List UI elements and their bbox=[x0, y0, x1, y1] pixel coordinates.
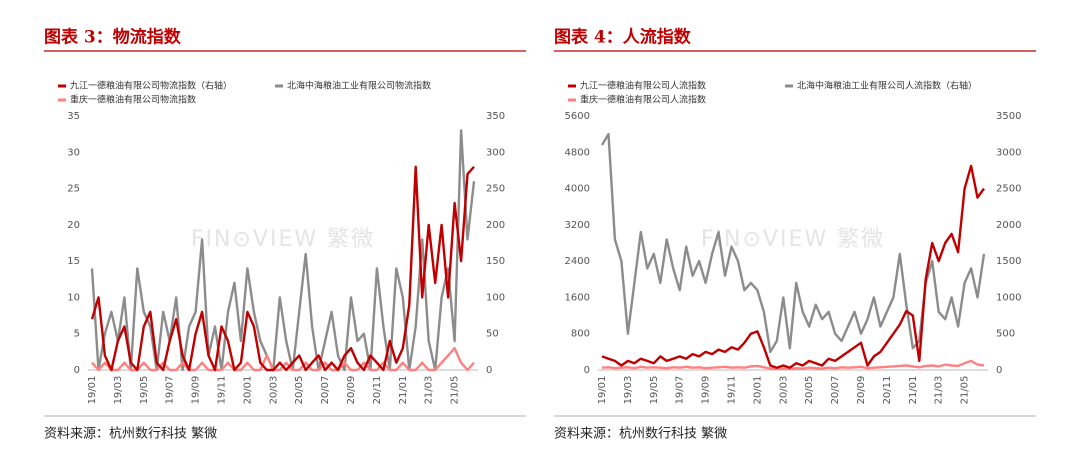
x-tick-label: 19/11 bbox=[216, 376, 227, 405]
x-tick-label: 20/09 bbox=[856, 376, 867, 405]
y-tick-label: 3200 bbox=[565, 220, 590, 231]
x-tick-label: 19/07 bbox=[165, 376, 176, 405]
x-tick-label: 19/03 bbox=[623, 376, 634, 405]
y2-tick-label: 1500 bbox=[996, 256, 1021, 267]
y2-tick-label: 3000 bbox=[996, 147, 1021, 158]
x-tick-label: 21/05 bbox=[450, 376, 461, 405]
x-tick-label: 19/01 bbox=[87, 376, 98, 405]
chart-title: 图表 4：人流指数 bbox=[554, 27, 692, 48]
x-tick-label: 21/05 bbox=[960, 376, 971, 405]
y2-tick-label: 100 bbox=[486, 292, 505, 303]
y2-tick-label: 3500 bbox=[996, 111, 1021, 122]
legend-label: 北海中海粮油工业有限公司人流指数（右轴） bbox=[797, 80, 977, 92]
x-tick-label: 19/03 bbox=[113, 376, 124, 405]
source: 资料来源：杭州数行科技 繁微 bbox=[554, 426, 727, 442]
y-tick-label: 2400 bbox=[565, 256, 590, 267]
legend-label: 重庆一德粮油有限公司人流指数 bbox=[580, 94, 706, 106]
source: 资料来源：杭州数行科技 繁微 bbox=[44, 426, 217, 442]
y2-tick-label: 2000 bbox=[996, 220, 1021, 231]
y-tick-label: 4800 bbox=[565, 147, 590, 158]
legend-label: 北海中海粮油工业有限公司物流指数 bbox=[287, 80, 431, 92]
y2-tick-label: 50 bbox=[486, 329, 499, 340]
y-tick-label: 4000 bbox=[565, 184, 590, 195]
x-tick-label: 20/07 bbox=[320, 376, 331, 405]
x-tick-label: 20/07 bbox=[830, 376, 841, 405]
series-line bbox=[601, 359, 985, 371]
y-tick-label: 15 bbox=[67, 256, 80, 267]
x-tick-label: 20/09 bbox=[346, 376, 357, 405]
watermark: FIN⊙VIEW 繁微 bbox=[701, 227, 885, 252]
y-tick-label: 0 bbox=[584, 365, 590, 376]
y2-tick-label: 500 bbox=[996, 329, 1015, 340]
x-tick-label: 20/11 bbox=[372, 376, 383, 405]
y-tick-label: 800 bbox=[571, 329, 590, 340]
x-tick-label: 19/11 bbox=[726, 376, 737, 405]
series-line bbox=[90, 165, 475, 372]
y2-tick-label: 1000 bbox=[996, 292, 1021, 303]
legend-label: 九江一德粮油有限公司物流指数（右轴） bbox=[70, 80, 232, 92]
y-tick-label: 20 bbox=[67, 220, 80, 231]
x-tick-label: 20/11 bbox=[882, 376, 893, 405]
y-tick-label: 35 bbox=[67, 111, 80, 122]
x-tick-label: 20/01 bbox=[752, 376, 763, 405]
y-tick-label: 30 bbox=[67, 147, 80, 158]
legend-label: 重庆一德粮油有限公司物流指数 bbox=[70, 94, 196, 106]
legend-label: 九江一德粮油有限公司人流指数 bbox=[580, 80, 706, 92]
y2-tick-label: 150 bbox=[486, 256, 505, 267]
x-tick-label: 19/05 bbox=[139, 376, 150, 405]
y-tick-label: 5600 bbox=[565, 111, 590, 122]
y2-tick-label: 0 bbox=[996, 365, 1002, 376]
x-tick-label: 21/01 bbox=[398, 376, 409, 405]
x-tick-label: 19/09 bbox=[701, 376, 712, 405]
y-tick-label: 10 bbox=[67, 292, 80, 303]
series-line bbox=[601, 164, 985, 369]
y2-tick-label: 2500 bbox=[996, 184, 1021, 195]
series-line bbox=[600, 132, 986, 354]
x-tick-label: 19/01 bbox=[597, 376, 608, 405]
x-tick-label: 20/05 bbox=[804, 376, 815, 405]
x-tick-label: 19/07 bbox=[675, 376, 686, 405]
x-tick-label: 21/03 bbox=[424, 376, 435, 405]
watermark: FIN⊙VIEW 繁微 bbox=[191, 227, 375, 252]
x-tick-label: 21/01 bbox=[908, 376, 919, 405]
x-tick-label: 20/03 bbox=[778, 376, 789, 405]
x-tick-label: 20/03 bbox=[268, 376, 279, 405]
x-tick-label: 21/03 bbox=[934, 376, 945, 405]
x-tick-label: 19/09 bbox=[191, 376, 202, 405]
y-tick-label: 0 bbox=[74, 365, 80, 376]
y2-tick-label: 300 bbox=[486, 147, 505, 158]
x-tick-label: 19/05 bbox=[649, 376, 660, 405]
y-tick-label: 5 bbox=[74, 329, 80, 340]
y2-tick-label: 350 bbox=[486, 111, 505, 122]
y-tick-label: 1600 bbox=[565, 292, 590, 303]
x-tick-label: 20/01 bbox=[242, 376, 253, 405]
x-tick-label: 20/05 bbox=[294, 376, 305, 405]
y-tick-label: 25 bbox=[67, 184, 80, 195]
y2-tick-label: 0 bbox=[486, 365, 492, 376]
y2-tick-label: 250 bbox=[486, 184, 505, 195]
y2-tick-label: 200 bbox=[486, 220, 505, 231]
chart-title: 图表 3：物流指数 bbox=[44, 27, 182, 48]
